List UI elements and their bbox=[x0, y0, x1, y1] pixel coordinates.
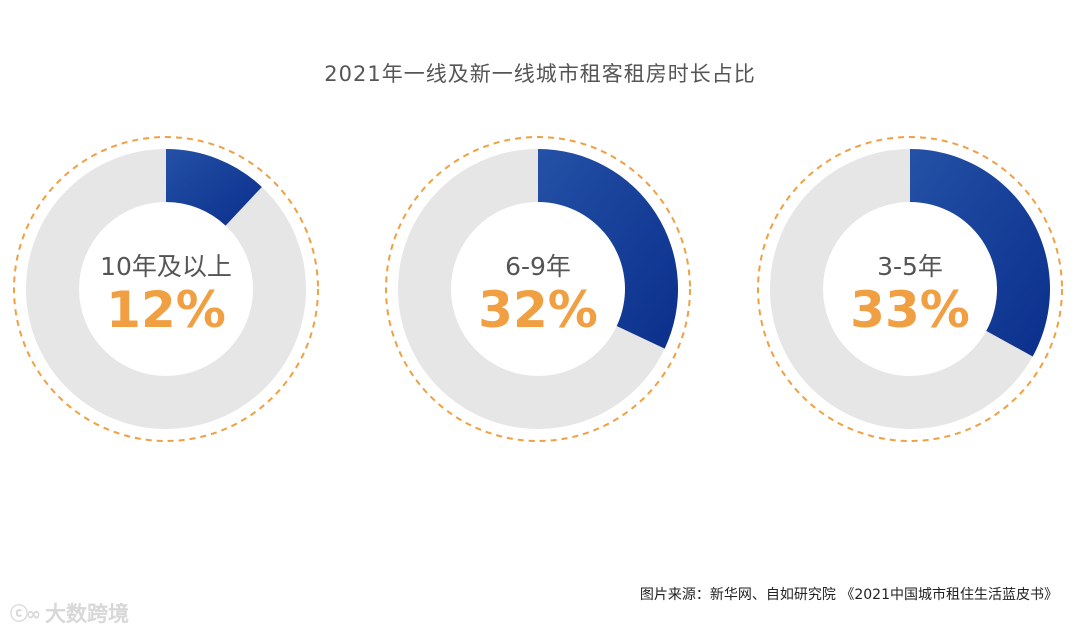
donut-slice-1 bbox=[166, 149, 262, 226]
donut-value-1: 12% bbox=[106, 281, 226, 339]
donut-label-2: 6-9年 bbox=[505, 252, 571, 281]
source-credit: 图片来源：新华网、自如研究院 《2021中国城市租住生活蓝皮书》 bbox=[639, 587, 1058, 603]
donut-label-1: 10年及以上 bbox=[100, 252, 232, 281]
donut-label-3: 3-5年 bbox=[877, 252, 943, 281]
donut-value-2: 32% bbox=[478, 281, 598, 339]
dashed-ring-2 bbox=[385, 136, 691, 442]
chart-title: 2021年一线及新一线城市租客租房时长占比 bbox=[324, 62, 756, 86]
donut-value-3: 33% bbox=[850, 281, 970, 339]
watermark-logo-icon: ⓒ∞ bbox=[10, 604, 41, 625]
watermark: ⓒ∞ 大数跨境 bbox=[10, 598, 129, 628]
watermark-text: 大数跨境 bbox=[45, 602, 129, 626]
dashed-ring-1 bbox=[13, 136, 319, 442]
dashed-ring-3 bbox=[757, 136, 1063, 442]
donut-slice-3 bbox=[910, 149, 1050, 357]
donut-slice-2 bbox=[538, 149, 678, 349]
